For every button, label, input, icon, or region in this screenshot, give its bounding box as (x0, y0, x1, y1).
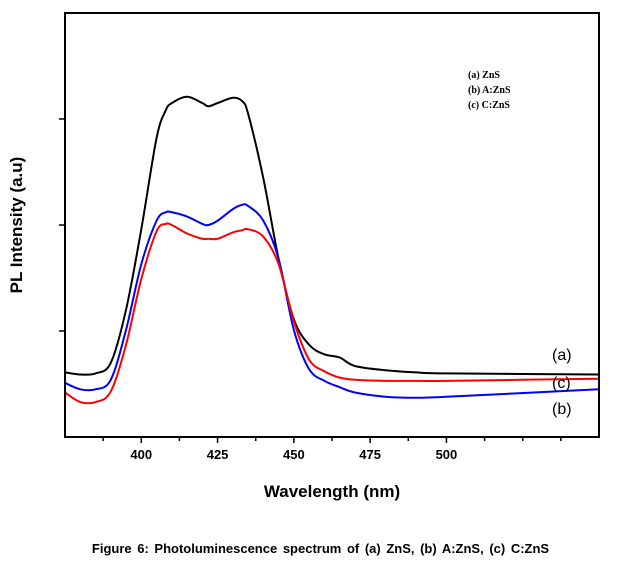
x-tick-label: 500 (436, 447, 458, 462)
x-axis-label: Wavelength (nm) (264, 482, 400, 501)
legend-entry-a: (a) ZnS (468, 70, 500, 81)
legend-entry-b: (b) A:ZnS (468, 85, 511, 96)
series-line-a (64, 95, 600, 376)
legend-entry-c: (c) C:ZnS (468, 100, 510, 111)
series-line-b (64, 203, 600, 399)
x-tick-label: 450 (283, 447, 305, 462)
x-tick-label: 425 (207, 447, 229, 462)
x-tick-label: 400 (130, 447, 152, 462)
x-tick-label: 475 (359, 447, 381, 462)
series-line-c (64, 222, 600, 405)
curve-label-c: (c) (552, 375, 571, 392)
y-axis-label: PL Intensity (a.u) (7, 157, 26, 294)
curve-label-b: (b) (552, 401, 572, 418)
figure-caption: Figure 6: Photoluminescence spectrum of … (91, 541, 550, 556)
curve-label-a: (a) (552, 347, 572, 364)
